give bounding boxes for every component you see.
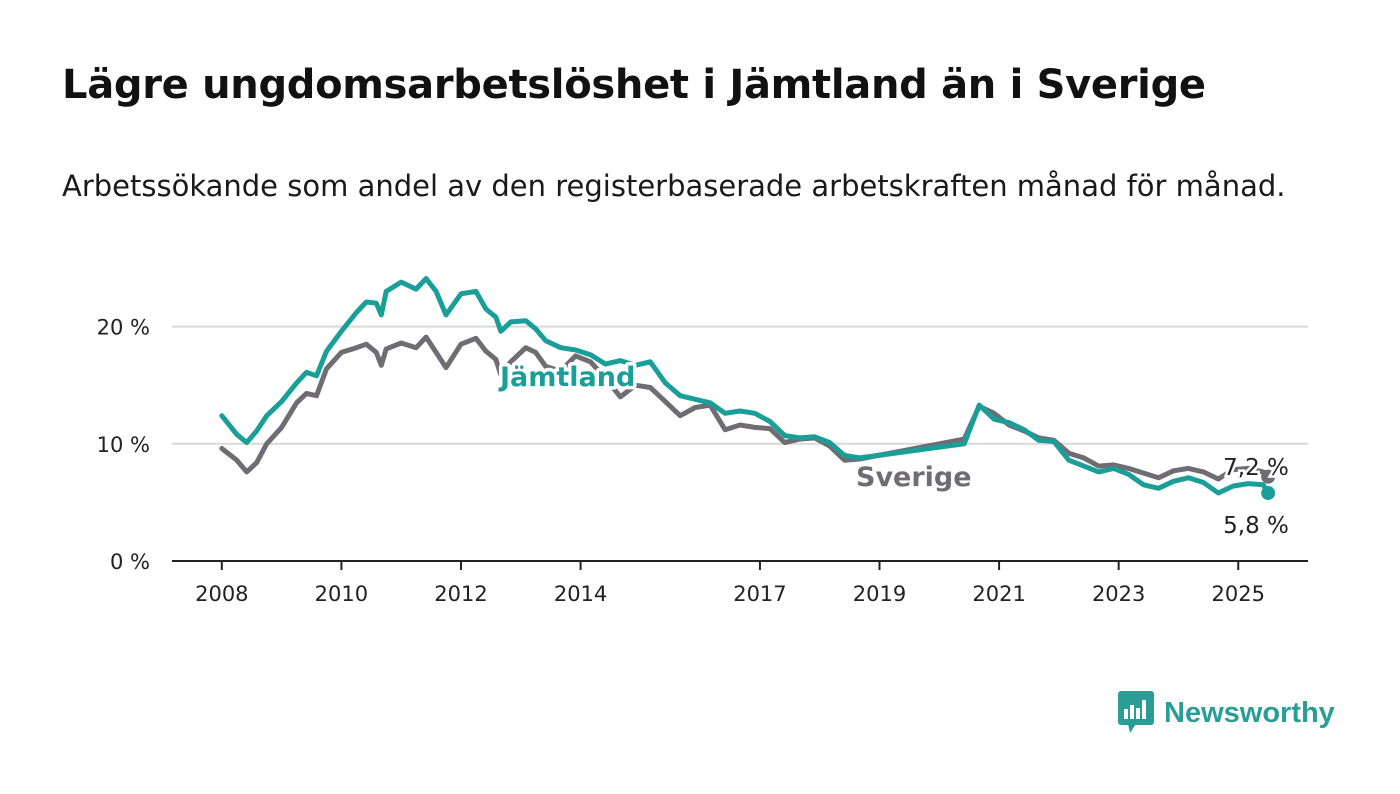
y-tick-label: 10 % [97,433,150,457]
x-tick-label: 2010 [315,582,368,606]
y-tick-label: 0 % [110,550,150,574]
newsworthy-icon [1118,691,1154,733]
x-tick-label: 2014 [554,582,607,606]
end-point-jamtland [1261,486,1276,501]
x-tick-label: 2023 [1092,582,1145,606]
newsworthy-logo: Newsworthy [1118,690,1335,736]
x-tick-label: 2019 [853,582,906,606]
series-line-jamtland [219,276,1271,496]
x-tick-label: 2008 [195,582,248,606]
x-tick-label: 2012 [434,582,487,606]
x-tick-label: 2025 [1212,582,1265,606]
series-line-sverige [219,334,1271,482]
end-point-sverige [1261,469,1276,484]
chart-title: Lägre ungdomsarbetslöshet i Jämtland än … [62,62,1206,108]
series-label-jamtland: Jämtland [498,362,635,393]
series-label-sverige: Sverige [856,462,972,493]
end-value-label-jamtland: 5,8 % [1223,513,1289,539]
x-tick-label: 2021 [972,582,1025,606]
end-value-label-sverige: 7,2 % [1223,455,1289,481]
y-tick-label: 20 % [97,316,150,340]
chart-subtitle: Arbetssökande som andel av den registerb… [62,169,1286,203]
brand-name: Newsworthy [1164,696,1335,729]
x-tick-label: 2017 [733,582,786,606]
